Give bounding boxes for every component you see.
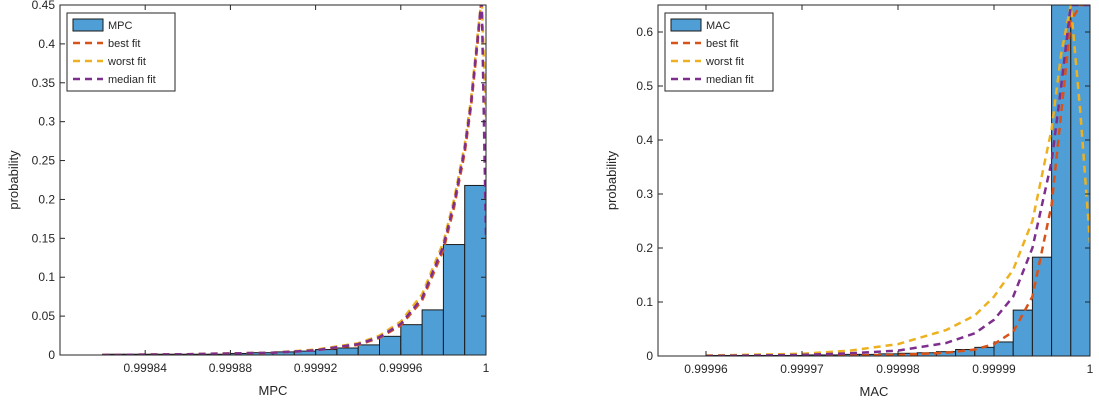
axes-box bbox=[59, 4, 487, 356]
x-tick-label: 1 bbox=[1087, 362, 1094, 376]
x-tick-label: 0.99988 bbox=[209, 361, 253, 375]
y-tick-label: 0.1 bbox=[636, 295, 653, 309]
y-axis-label: probability bbox=[604, 150, 619, 210]
histogram-bar bbox=[379, 335, 402, 355]
y-tick-label: 0 bbox=[48, 348, 55, 362]
fit-curve-worst-fit bbox=[705, 5, 1090, 356]
y-tick-label: 0.45 bbox=[32, 0, 56, 12]
y-tick-label: 0.15 bbox=[32, 231, 56, 245]
legend-label: median fit bbox=[706, 74, 754, 86]
histogram-bar bbox=[421, 309, 444, 355]
legend-label: MAC bbox=[706, 20, 731, 32]
legend-label: worst fit bbox=[107, 56, 146, 68]
histogram-bar bbox=[442, 244, 466, 355]
x-tick-label: 0.99996 bbox=[379, 361, 423, 375]
fit-curve-best-fit bbox=[706, 5, 1090, 356]
histogram-bar bbox=[1031, 256, 1053, 356]
legend-label: worst fit bbox=[705, 56, 744, 68]
y-tick-label: 0.5 bbox=[636, 79, 653, 93]
histogram-bar bbox=[357, 344, 381, 355]
legend-label: median fit bbox=[108, 74, 156, 86]
histogram-bar bbox=[974, 346, 995, 356]
mpc-chart-panel: 0.99984 0.99988 0.99992 0.99996 1 0 0.05 0.1 0.1… bbox=[6, 0, 490, 398]
y-tick-label: 0.4 bbox=[38, 37, 55, 51]
histogram-bar bbox=[993, 341, 1014, 356]
y-tick-label: 0.2 bbox=[636, 241, 653, 255]
y-tick-label: 0.6 bbox=[636, 25, 653, 39]
y-tick-label: 0.1 bbox=[38, 270, 55, 284]
histogram-bar bbox=[1070, 5, 1090, 356]
mac-chart-panel: 0.99996 0.99997 0.99998 0.99999 1 0 0.1 0.2 0.3 0… bbox=[604, 4, 1094, 399]
x-axis-label: MAC bbox=[860, 384, 889, 399]
y-tick-label: 0 bbox=[646, 349, 653, 363]
x-tick-label: 0.99997 bbox=[780, 362, 824, 376]
y-tick-label: 0.05 bbox=[32, 309, 56, 323]
histogram-bar bbox=[400, 324, 423, 355]
x-tick-label: 0.99984 bbox=[124, 361, 168, 375]
legend: MAC best fit worst fit median fit bbox=[664, 12, 774, 92]
axes-box bbox=[657, 4, 1091, 357]
histogram-bar bbox=[336, 347, 359, 355]
y-tick-label: 0.35 bbox=[32, 76, 56, 90]
legend-label: best fit bbox=[706, 38, 738, 50]
y-axis-label: probability bbox=[6, 150, 21, 210]
legend-swatch bbox=[670, 18, 702, 32]
y-tick-label: 0.4 bbox=[636, 133, 653, 147]
legend: MPC best fit worst fit median fit bbox=[66, 12, 176, 92]
y-tick-label: 0.25 bbox=[32, 154, 56, 168]
y-tick-label: 0.2 bbox=[38, 192, 55, 206]
x-tick-label: 0.99992 bbox=[294, 361, 338, 375]
x-tick-label: 0.99999 bbox=[972, 362, 1016, 376]
x-tick-label: 1 bbox=[483, 361, 490, 375]
y-tick-label: 0.3 bbox=[636, 187, 653, 201]
histogram-bar bbox=[464, 184, 486, 355]
y-tick-label: 0.3 bbox=[38, 115, 55, 129]
x-tick-label: 0.99996 bbox=[684, 362, 728, 376]
fit-curve-median-fit bbox=[102, 5, 486, 355]
legend-label: MPC bbox=[108, 20, 133, 32]
legend-swatch bbox=[72, 18, 104, 32]
histogram-bar bbox=[1012, 309, 1033, 356]
x-tick-label: 0.99998 bbox=[876, 362, 920, 376]
legend-label: best fit bbox=[108, 38, 140, 50]
x-axis-label: MPC bbox=[259, 383, 288, 398]
